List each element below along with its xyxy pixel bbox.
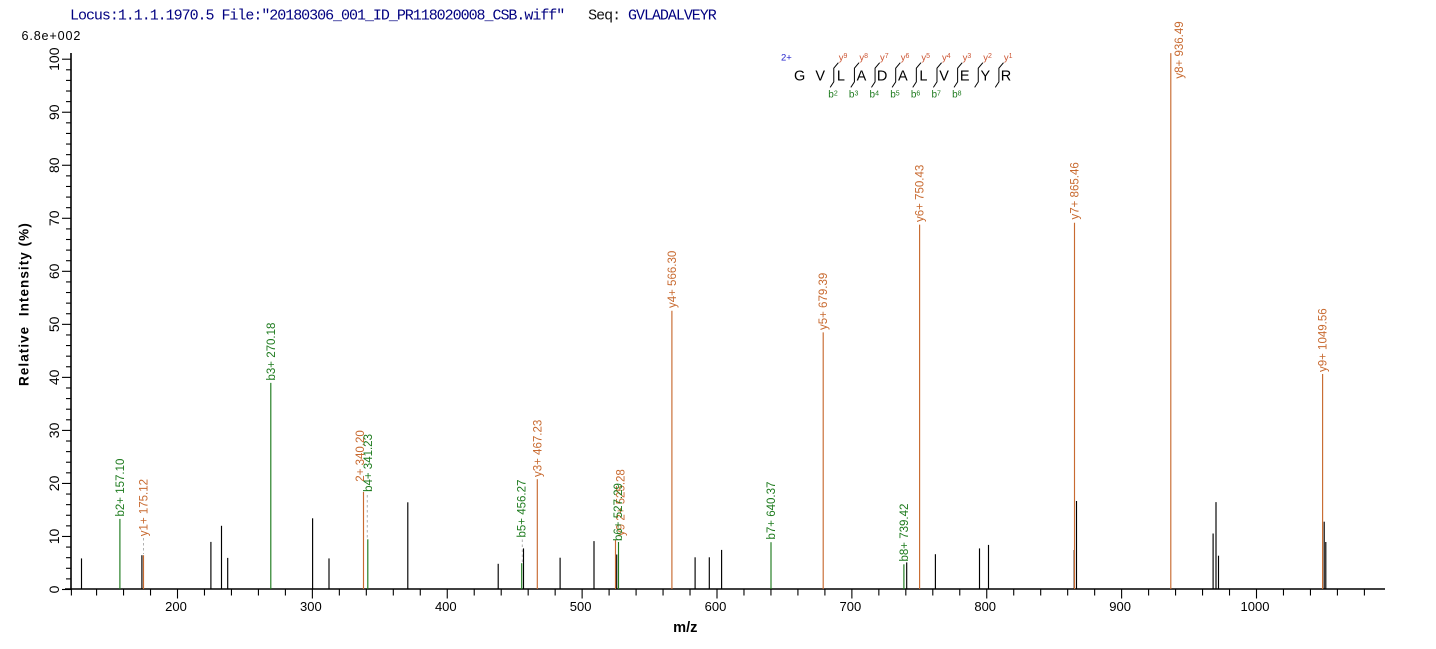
svg-text:300: 300 — [300, 599, 322, 614]
svg-text:G: G — [794, 68, 805, 84]
svg-text:Relative Intensity (%): Relative Intensity (%) — [17, 222, 32, 386]
svg-text:V: V — [939, 68, 949, 84]
svg-text:60: 60 — [46, 263, 62, 279]
svg-text:R: R — [1001, 68, 1011, 84]
svg-text:y6+ 750.43: y6+ 750.43 — [915, 165, 927, 222]
svg-text:Locus:1.1.1.1970.5 File:"20180: Locus:1.1.1.1970.5 File:"20180306_001_ID… — [70, 8, 717, 25]
svg-text:b2+ 157.10: b2+ 157.10 — [115, 459, 127, 517]
svg-text:y4: y4 — [942, 53, 951, 64]
svg-text:b5+ 456.27: b5+ 456.27 — [517, 480, 529, 538]
svg-text:800: 800 — [974, 599, 996, 614]
svg-text:y7+ 865.46: y7+ 865.46 — [1070, 162, 1082, 219]
svg-text:b3: b3 — [849, 90, 859, 101]
svg-text:b7: b7 — [931, 90, 941, 101]
svg-text:b5: b5 — [890, 90, 900, 101]
svg-text:y8+ 936.49: y8+ 936.49 — [1174, 21, 1186, 78]
svg-text:y6: y6 — [901, 53, 910, 64]
svg-text:50: 50 — [46, 316, 62, 332]
svg-text:y3: y3 — [963, 53, 972, 64]
svg-text:y9: y9 — [839, 53, 848, 64]
svg-text:Y: Y — [981, 68, 991, 84]
svg-text:1000: 1000 — [1241, 599, 1270, 614]
svg-text:A: A — [857, 68, 867, 84]
svg-text:30: 30 — [46, 422, 62, 438]
svg-text:200: 200 — [165, 599, 187, 614]
svg-text:2+ 340.20: 2+ 340.20 — [355, 430, 367, 481]
svg-text:10: 10 — [46, 528, 62, 544]
svg-text:b4: b4 — [870, 90, 880, 101]
svg-text:b6+ 527.29: b6+ 527.29 — [613, 483, 625, 541]
svg-text:b8+ 739.42: b8+ 739.42 — [899, 504, 911, 562]
svg-text:y2: y2 — [983, 53, 992, 64]
svg-text:L: L — [919, 68, 927, 84]
svg-text:400: 400 — [435, 599, 457, 614]
svg-text:2+: 2+ — [781, 53, 792, 64]
svg-text:y4+ 566.30: y4+ 566.30 — [667, 251, 679, 308]
svg-text:y5+ 679.39: y5+ 679.39 — [818, 273, 830, 330]
svg-text:900: 900 — [1109, 599, 1131, 614]
svg-text:m/z: m/z — [673, 620, 697, 636]
svg-text:y1: y1 — [1004, 53, 1013, 64]
svg-text:A: A — [898, 68, 908, 84]
svg-text:b2: b2 — [828, 90, 838, 101]
svg-text:y9 2+ 525.28: y9 2+ 525.28 — [616, 469, 628, 536]
svg-text:y5: y5 — [921, 53, 930, 64]
svg-text:700: 700 — [840, 599, 862, 614]
svg-text:b3+ 270.18: b3+ 270.18 — [266, 323, 278, 381]
svg-text:D: D — [877, 68, 887, 84]
svg-text:40: 40 — [46, 369, 62, 385]
svg-text:6.8e+002: 6.8e+002 — [22, 29, 82, 43]
svg-text:y9+ 1049.56: y9+ 1049.56 — [1318, 308, 1330, 372]
svg-text:y1+ 175.12: y1+ 175.12 — [139, 479, 151, 536]
svg-text:V: V — [815, 68, 825, 84]
svg-text:b4+ 341.23: b4+ 341.23 — [363, 434, 375, 492]
svg-text:500: 500 — [570, 599, 592, 614]
svg-text:y8: y8 — [859, 53, 868, 64]
svg-text:100: 100 — [46, 47, 62, 71]
svg-text:b8: b8 — [952, 90, 962, 101]
svg-text:E: E — [960, 68, 970, 84]
svg-text:0: 0 — [46, 585, 62, 593]
svg-text:20: 20 — [46, 475, 62, 491]
svg-text:b7+ 640.37: b7+ 640.37 — [766, 482, 778, 540]
svg-text:b6: b6 — [911, 90, 921, 101]
svg-text:80: 80 — [46, 157, 62, 173]
svg-text:70: 70 — [46, 210, 62, 226]
svg-text:y7: y7 — [880, 53, 889, 64]
svg-text:90: 90 — [46, 104, 62, 120]
svg-text:y3+ 467.23: y3+ 467.23 — [532, 420, 544, 477]
svg-text:L: L — [837, 68, 845, 84]
svg-text:600: 600 — [705, 599, 727, 614]
